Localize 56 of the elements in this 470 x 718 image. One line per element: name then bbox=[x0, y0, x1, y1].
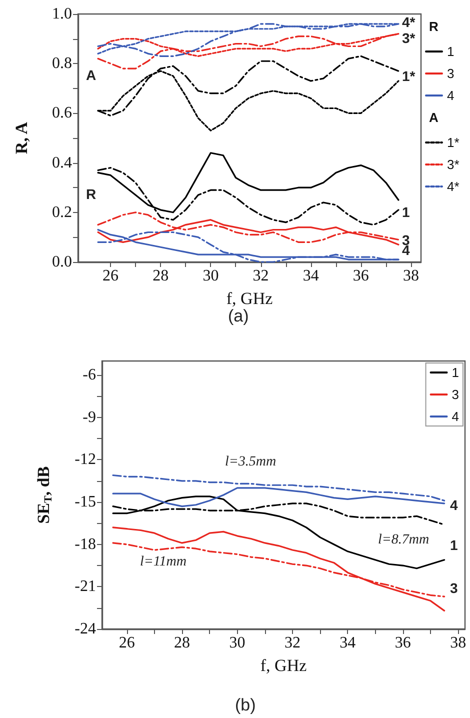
y-tick-label: 0.0 bbox=[52, 254, 72, 270]
x-tick-label: 30 bbox=[202, 268, 219, 284]
legend-label: 1 bbox=[452, 365, 460, 380]
x-tick-label: 36 bbox=[352, 268, 369, 284]
legend-label: 1* bbox=[447, 135, 460, 150]
annotation: 3* bbox=[402, 30, 416, 46]
y-tick-label: -6 bbox=[82, 366, 96, 384]
text: A bbox=[429, 110, 438, 125]
y-tick-label: -15 bbox=[74, 494, 96, 511]
annotation: 4 bbox=[450, 497, 458, 513]
y-tick-label: -18 bbox=[74, 536, 96, 553]
y-tick-label: -21 bbox=[74, 578, 96, 596]
annotation: l=11mm bbox=[140, 554, 187, 570]
x-tick-label: 34 bbox=[340, 634, 356, 652]
legend-label: 3 bbox=[447, 66, 454, 81]
x-tick-label: 32 bbox=[252, 268, 269, 284]
x-tick-label: 26 bbox=[118, 634, 135, 652]
legend-label: 3* bbox=[447, 157, 460, 172]
legend-label: 4* bbox=[447, 179, 460, 194]
text: (b) bbox=[235, 696, 256, 714]
legend-label: 3 bbox=[452, 387, 460, 402]
y-tick-label: -9 bbox=[82, 408, 96, 426]
x-tick-label: 28 bbox=[174, 634, 190, 652]
annotation: A bbox=[86, 67, 96, 83]
annotation: l=8.7mm bbox=[378, 532, 430, 548]
y-tick-label: 0.8 bbox=[52, 55, 72, 72]
y-axis-title: SET, dB bbox=[34, 466, 54, 524]
x-tick-label: 38 bbox=[402, 268, 419, 284]
x-tick-label: 30 bbox=[229, 634, 246, 652]
annotation: 1* bbox=[402, 68, 416, 84]
x-tick-label: 38 bbox=[450, 634, 466, 652]
y-tick-label: -12 bbox=[74, 451, 96, 468]
annotation: 1 bbox=[402, 204, 410, 220]
annotation: 4* bbox=[402, 14, 416, 30]
x-axis-title: f, GHz bbox=[226, 289, 274, 308]
annotation: R bbox=[86, 186, 96, 202]
y-tick-label: 1.0 bbox=[52, 6, 72, 22]
x-tick-label: 28 bbox=[152, 268, 169, 284]
y-tick-label: 0.2 bbox=[52, 204, 72, 221]
y-axis-title: R, A bbox=[12, 121, 31, 154]
x-tick-label: 32 bbox=[284, 634, 300, 652]
legend-label: 4 bbox=[452, 409, 460, 424]
x-tick-label: 34 bbox=[302, 268, 319, 284]
text: R bbox=[429, 19, 438, 34]
legend-label: 1 bbox=[447, 44, 454, 59]
y-tick-label: 0.6 bbox=[52, 104, 72, 122]
annotation: l=3.5mm bbox=[225, 454, 276, 470]
x-tick-label: 36 bbox=[394, 634, 411, 652]
annotation: 3 bbox=[450, 580, 458, 596]
annotation: 1 bbox=[450, 537, 458, 553]
y-tick-label: -24 bbox=[74, 620, 96, 638]
text: (a) bbox=[228, 306, 249, 326]
x-axis-title: f, GHz bbox=[260, 656, 308, 675]
y-tick-label: 0.4 bbox=[52, 154, 72, 172]
x-tick-label: 26 bbox=[102, 268, 119, 284]
legend-label: 4 bbox=[447, 88, 454, 103]
